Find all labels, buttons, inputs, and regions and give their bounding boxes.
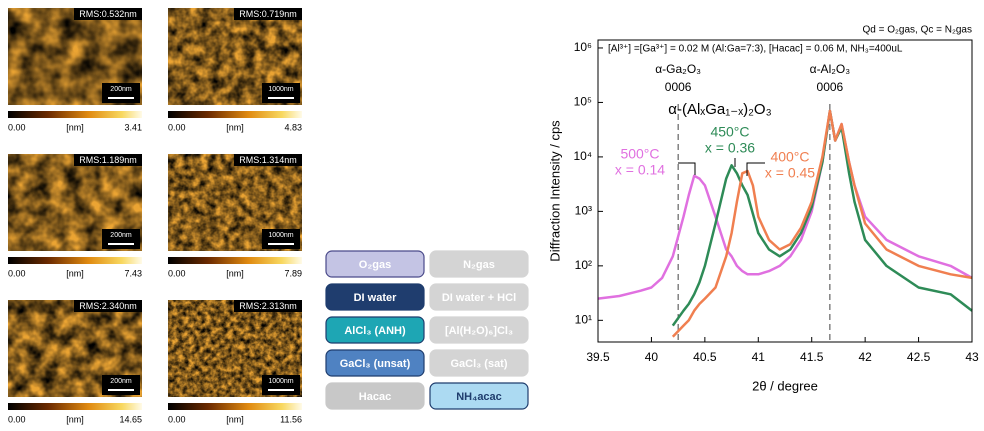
series-name: 500°C (620, 146, 659, 162)
button[interactable]: GaCl₃ (sat) (430, 350, 528, 376)
series-line (598, 111, 972, 299)
annotation-pointer (678, 163, 695, 175)
scale-label: 200nm (110, 232, 132, 239)
cb-unit: [nm] (66, 122, 84, 132)
series-composition: x = 0.14 (615, 162, 665, 178)
button[interactable]: O₂gas (326, 251, 424, 277)
button-label[interactable]: [Al(H₂O)₆]Cl₃ (445, 325, 513, 337)
cb-min: 0.00 (8, 122, 26, 132)
rms-label: RMS:1.189nm (79, 155, 137, 165)
afm-panel: RMS:0.719nm 1000nm 0.00 [nm] 4.83 (168, 8, 302, 132)
y-tick-label: 10¹ (575, 312, 592, 326)
button[interactable]: DI water + HCl (430, 284, 528, 310)
reference-plane: 0006 (817, 80, 844, 94)
series-composition: x = 0.45 (765, 165, 815, 181)
cb-max: 14.65 (119, 414, 142, 424)
afm-images: RMS:0.532nm 200nm 0.00 [nm] 3.41 RMS:0.719nm 1… (8, 8, 302, 424)
series-name: 400°C (770, 149, 809, 165)
cb-max: 7.43 (124, 268, 142, 278)
button[interactable]: GaCl₃ (unsat) (326, 350, 424, 376)
reference-label: α-Ga₂O₃ (655, 62, 701, 76)
y-axis-label: Diffraction Intensity / cps (547, 120, 562, 262)
afm-panel: RMS:1.189nm 200nm 0.00 [nm] 7.43 (8, 154, 142, 278)
y-tick-label: 10² (575, 258, 592, 272)
afm-panel: RMS:2.313nm 1000nm 0.00 [nm] 11.56 (168, 300, 302, 424)
button-label[interactable]: GaCl₃ (unsat) (340, 358, 411, 370)
afm-panel: RMS:1.314nm 1000nm 0.00 [nm] 7.89 (168, 154, 302, 278)
button-label[interactable]: Hacac (359, 391, 391, 403)
reagent-buttons: O₂gas N₂gas DI water DI water + HCl AlCl₃ (A… (326, 251, 528, 409)
reference-plane: 0006 (665, 80, 692, 94)
cb-unit: [nm] (226, 414, 244, 424)
x-tick-label: 43 (965, 350, 979, 364)
scale-label: 1000nm (268, 86, 293, 93)
colorbar (8, 257, 142, 264)
x-tick-label: 41.5 (800, 350, 824, 364)
x-tick-label: 41 (752, 350, 766, 364)
cb-max: 11.56 (280, 414, 302, 424)
y-tick-label: 10⁵ (574, 95, 592, 109)
scale-label: 200nm (110, 378, 132, 385)
scale-label: 200nm (110, 86, 132, 93)
chart-subtitle: [Al³⁺] =[Ga³⁺] = 0.02 M (Al:Ga=7:3), [Ha… (608, 44, 903, 55)
rms-label: RMS:2.340nm (79, 301, 137, 311)
colorbar (168, 257, 302, 264)
button-label[interactable]: DI water + HCl (442, 292, 516, 304)
x-tick-label: 42 (858, 350, 872, 364)
rms-label: RMS:1.314nm (239, 155, 297, 165)
cb-unit: [nm] (66, 414, 84, 424)
afm-panel: RMS:2.340nm 200nm 0.00 [nm] 14.65 (8, 300, 142, 424)
cb-max: 7.89 (284, 268, 302, 278)
cb-min: 0.00 (8, 414, 26, 424)
button-label[interactable]: DI water (354, 292, 398, 304)
button[interactable]: DI water (326, 284, 424, 310)
y-tick-label: 10³ (575, 204, 592, 218)
x-tick-label: 40 (645, 350, 659, 364)
rms-label: RMS:0.532nm (79, 9, 137, 19)
plot-frame (598, 40, 972, 342)
cb-unit: [nm] (226, 268, 244, 278)
button-label[interactable]: O₂gas (359, 259, 391, 271)
chart-header: Qd = O₂gas, Qc = N₂gas (863, 25, 972, 36)
cb-min: 0.00 (168, 268, 186, 278)
colorbar (168, 111, 302, 118)
colorbar (8, 111, 142, 118)
button[interactable]: NH₄acac (430, 383, 528, 409)
rms-label: RMS:2.313nm (239, 301, 297, 311)
cb-min: 0.00 (168, 414, 186, 424)
button[interactable]: Hacac (326, 383, 424, 409)
reference-label: α-Al₂O₃ (810, 62, 851, 76)
x-axis-label: 2θ / degree (752, 378, 818, 393)
y-tick-label: 10⁴ (573, 149, 592, 163)
x-tick-label: 40.5 (693, 350, 717, 364)
colorbar (8, 403, 142, 410)
cb-unit: [nm] (66, 268, 84, 278)
scale-label: 1000nm (268, 378, 293, 385)
cb-unit: [nm] (226, 122, 244, 132)
x-tick-label: 39.5 (586, 350, 610, 364)
cb-min: 0.00 (168, 122, 186, 132)
button[interactable]: [Al(H₂O)₆]Cl₃ (430, 317, 528, 343)
series-composition: x = 0.36 (705, 140, 755, 156)
button-label[interactable]: GaCl₃ (sat) (450, 358, 507, 370)
button-label[interactable]: NH₄acac (456, 391, 502, 403)
button[interactable]: N₂gas (430, 251, 528, 277)
x-tick-label: 42.5 (907, 350, 931, 364)
compound-label: α-(AlₓGa₁₋ₓ)₂O₃ (668, 101, 771, 118)
cb-max: 3.41 (124, 122, 142, 132)
button-label[interactable]: N₂gas (463, 259, 495, 271)
y-tick-label: 10⁶ (574, 40, 592, 54)
cb-min: 0.00 (8, 268, 26, 278)
button[interactable]: AlCl₃ (ANH) (326, 317, 424, 343)
cb-max: 4.83 (284, 122, 302, 132)
colorbar (168, 403, 302, 410)
series-name: 450°C (710, 124, 749, 140)
rms-label: RMS:0.719nm (239, 9, 297, 19)
afm-panel: RMS:0.532nm 200nm 0.00 [nm] 3.41 (8, 8, 142, 132)
button-label[interactable]: AlCl₃ (ANH) (344, 325, 406, 337)
figure: RMS:0.532nm 200nm 0.00 [nm] 3.41 RMS:0.719nm 1… (0, 0, 984, 426)
scale-label: 1000nm (268, 232, 293, 239)
xrd-chart: Qd = O₂gas, Qc = N₂gas [Al³⁺] =[Ga³⁺] = 0… (547, 25, 979, 394)
